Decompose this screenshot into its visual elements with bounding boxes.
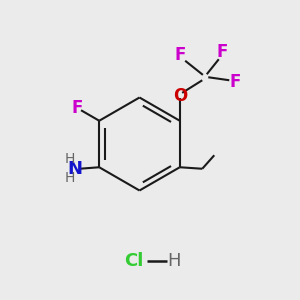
Text: H: H [64, 152, 75, 166]
Text: H: H [64, 171, 75, 185]
Text: F: F [72, 99, 83, 117]
Text: O: O [172, 87, 187, 105]
Text: F: F [175, 46, 186, 64]
Text: Cl: Cl [124, 252, 143, 270]
Text: N: N [68, 160, 83, 178]
Text: H: H [167, 252, 181, 270]
Text: F: F [230, 73, 241, 91]
Text: F: F [217, 44, 228, 62]
